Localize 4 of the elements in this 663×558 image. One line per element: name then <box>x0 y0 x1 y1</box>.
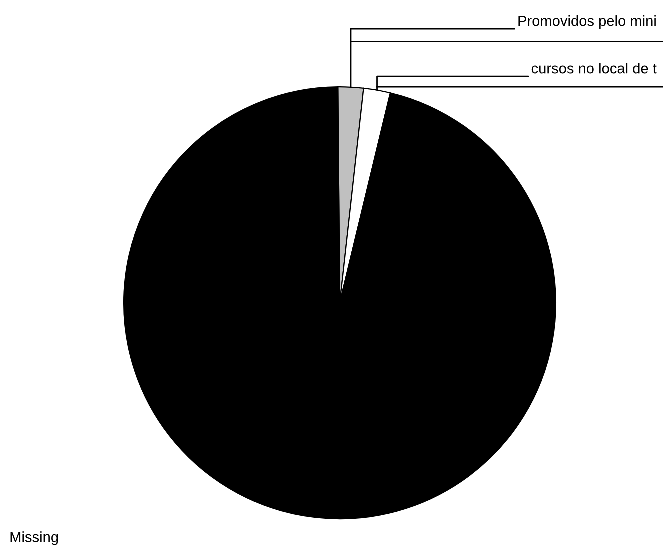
slice-label: Promovidos pelo mini <box>518 16 656 30</box>
slice-label: Missing <box>10 532 58 546</box>
slice-label: cursos no local de t <box>532 63 657 74</box>
pie-slice <box>123 86 556 520</box>
